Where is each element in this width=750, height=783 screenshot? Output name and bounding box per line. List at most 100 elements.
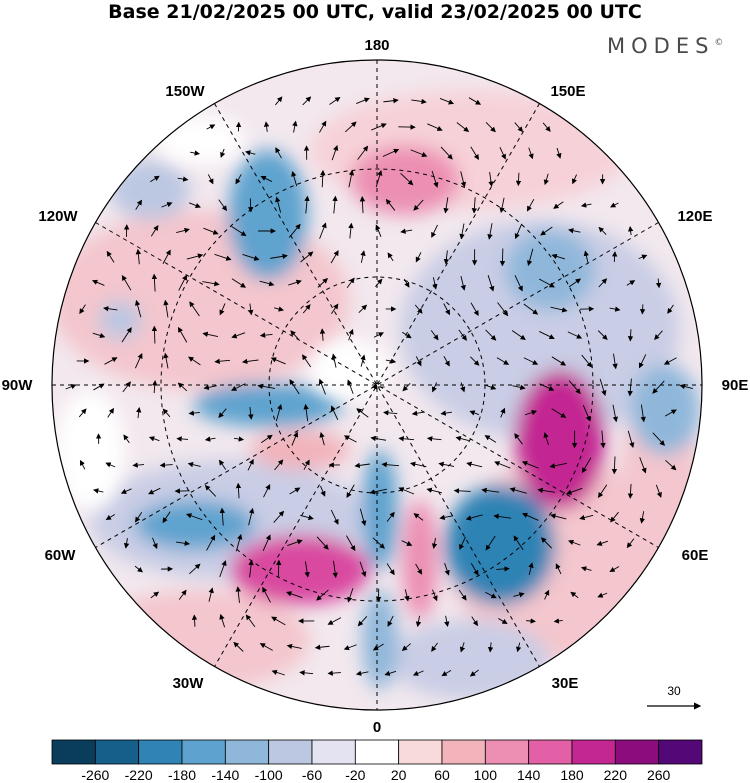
colorbar-swatch xyxy=(268,739,313,765)
wind-arrow xyxy=(219,613,226,628)
wind-arrow xyxy=(550,306,568,313)
wind-arrow xyxy=(189,301,200,317)
wind-arrow xyxy=(426,436,442,442)
wind-arrow xyxy=(106,250,115,263)
wind-arrow xyxy=(460,382,466,393)
wind-arrow xyxy=(331,353,337,368)
wind-arrow xyxy=(162,408,171,418)
anomaly-positive xyxy=(230,535,370,605)
wind-arrow xyxy=(103,306,118,312)
wind-arrow xyxy=(214,253,232,261)
wind-arrow xyxy=(516,642,522,653)
colorbar-swatch xyxy=(354,739,400,765)
wind-arrow xyxy=(177,382,188,392)
wind-arrow xyxy=(120,488,132,494)
wind-arrow xyxy=(188,356,201,366)
wind-arrow xyxy=(570,591,579,599)
colorbar xyxy=(51,739,703,765)
wind-arrow xyxy=(214,358,231,364)
wind-arrow xyxy=(581,354,593,368)
wind-arrow xyxy=(202,281,220,287)
neutral-area xyxy=(310,340,390,400)
lon-label-180: 180 xyxy=(364,37,389,54)
wind-arrow xyxy=(664,409,677,417)
wind-arrow xyxy=(413,199,424,211)
wind-arrow xyxy=(231,278,247,288)
wind-arrow xyxy=(343,644,357,651)
wind-arrow xyxy=(596,540,609,546)
wind-arrow xyxy=(135,199,143,210)
wind-arrow xyxy=(330,250,339,264)
lon-label-60e: 60E xyxy=(682,547,709,564)
latitude-circle xyxy=(160,168,594,602)
wind-arrow xyxy=(375,278,383,287)
wind-arrow xyxy=(626,280,636,286)
wind-arrow xyxy=(526,198,535,212)
wind-arrow xyxy=(386,563,395,576)
map-disc xyxy=(52,60,702,710)
lon-label-90e: 90E xyxy=(722,377,749,394)
wind-arrow xyxy=(431,224,438,238)
wind-arrow xyxy=(359,508,367,527)
wind-arrow xyxy=(79,459,86,470)
wind-arrow xyxy=(459,642,466,653)
wind-arrow xyxy=(401,540,413,546)
wind-arrow xyxy=(384,670,397,676)
wind-arrow xyxy=(260,434,273,444)
wind-arrow xyxy=(348,169,355,188)
wind-arrow xyxy=(346,535,356,552)
wind-arrow xyxy=(555,563,562,575)
wind-arrow xyxy=(609,306,621,312)
wind-arrow xyxy=(611,251,618,263)
wind-arrow xyxy=(287,539,303,547)
wind-arrow xyxy=(514,223,523,240)
wind-arrow xyxy=(387,252,394,262)
wind-arrow xyxy=(568,278,582,288)
wind-arrow xyxy=(515,172,522,187)
anomaly-positive xyxy=(250,430,350,470)
wind-arrow xyxy=(235,482,242,499)
colorbar-tick-label: -260 xyxy=(81,767,109,783)
wind-arrow xyxy=(484,435,497,443)
wind-arrow xyxy=(286,643,302,650)
wind-arrow xyxy=(383,410,398,416)
wind-arrow xyxy=(248,559,254,578)
colorbar-swatch xyxy=(571,739,616,765)
wind-arrow xyxy=(260,175,273,182)
wind-arrow xyxy=(538,278,555,288)
lon-label-60w: 60W xyxy=(45,547,77,564)
wind-arrow xyxy=(320,169,326,188)
wind-arrow xyxy=(276,559,282,578)
wind-arrow xyxy=(523,357,539,365)
wind-arrow xyxy=(275,403,283,422)
wind-arrow xyxy=(275,196,282,213)
wind-arrow xyxy=(290,330,299,340)
wind-arrow xyxy=(288,279,302,286)
wind-arrow xyxy=(655,484,662,498)
wind-arrow xyxy=(597,484,608,498)
wind-arrow xyxy=(485,384,497,390)
wind-arrow xyxy=(219,303,226,316)
colorbar-swatch xyxy=(94,739,140,765)
wind-arrow xyxy=(638,354,647,369)
wind-arrow xyxy=(639,511,645,524)
wind-arrow xyxy=(271,616,286,626)
wind-arrow xyxy=(458,589,467,601)
wind-arrow xyxy=(347,379,354,394)
wind-arrow xyxy=(151,325,158,344)
wind-arrow xyxy=(413,513,424,521)
wind-arrow xyxy=(220,148,226,158)
anomaly-negative xyxy=(362,450,398,570)
wind-arrow xyxy=(188,202,201,209)
reference-vector-label: 30 xyxy=(667,684,681,698)
wind-arrow xyxy=(522,512,539,521)
wind-arrow xyxy=(371,123,387,131)
wind-arrow xyxy=(513,592,525,598)
colorbar-ticks: -260 -220 -180 -140 -100 -60 -20 20 60 100 140 180 2… xyxy=(81,767,670,783)
wind-arrow xyxy=(231,383,246,391)
wind-arrow xyxy=(496,566,510,572)
wind-arrow xyxy=(359,561,367,578)
wind-arrow xyxy=(493,513,512,520)
wind-arrow xyxy=(415,563,423,575)
colorbar-tick-label: 220 xyxy=(604,767,628,783)
